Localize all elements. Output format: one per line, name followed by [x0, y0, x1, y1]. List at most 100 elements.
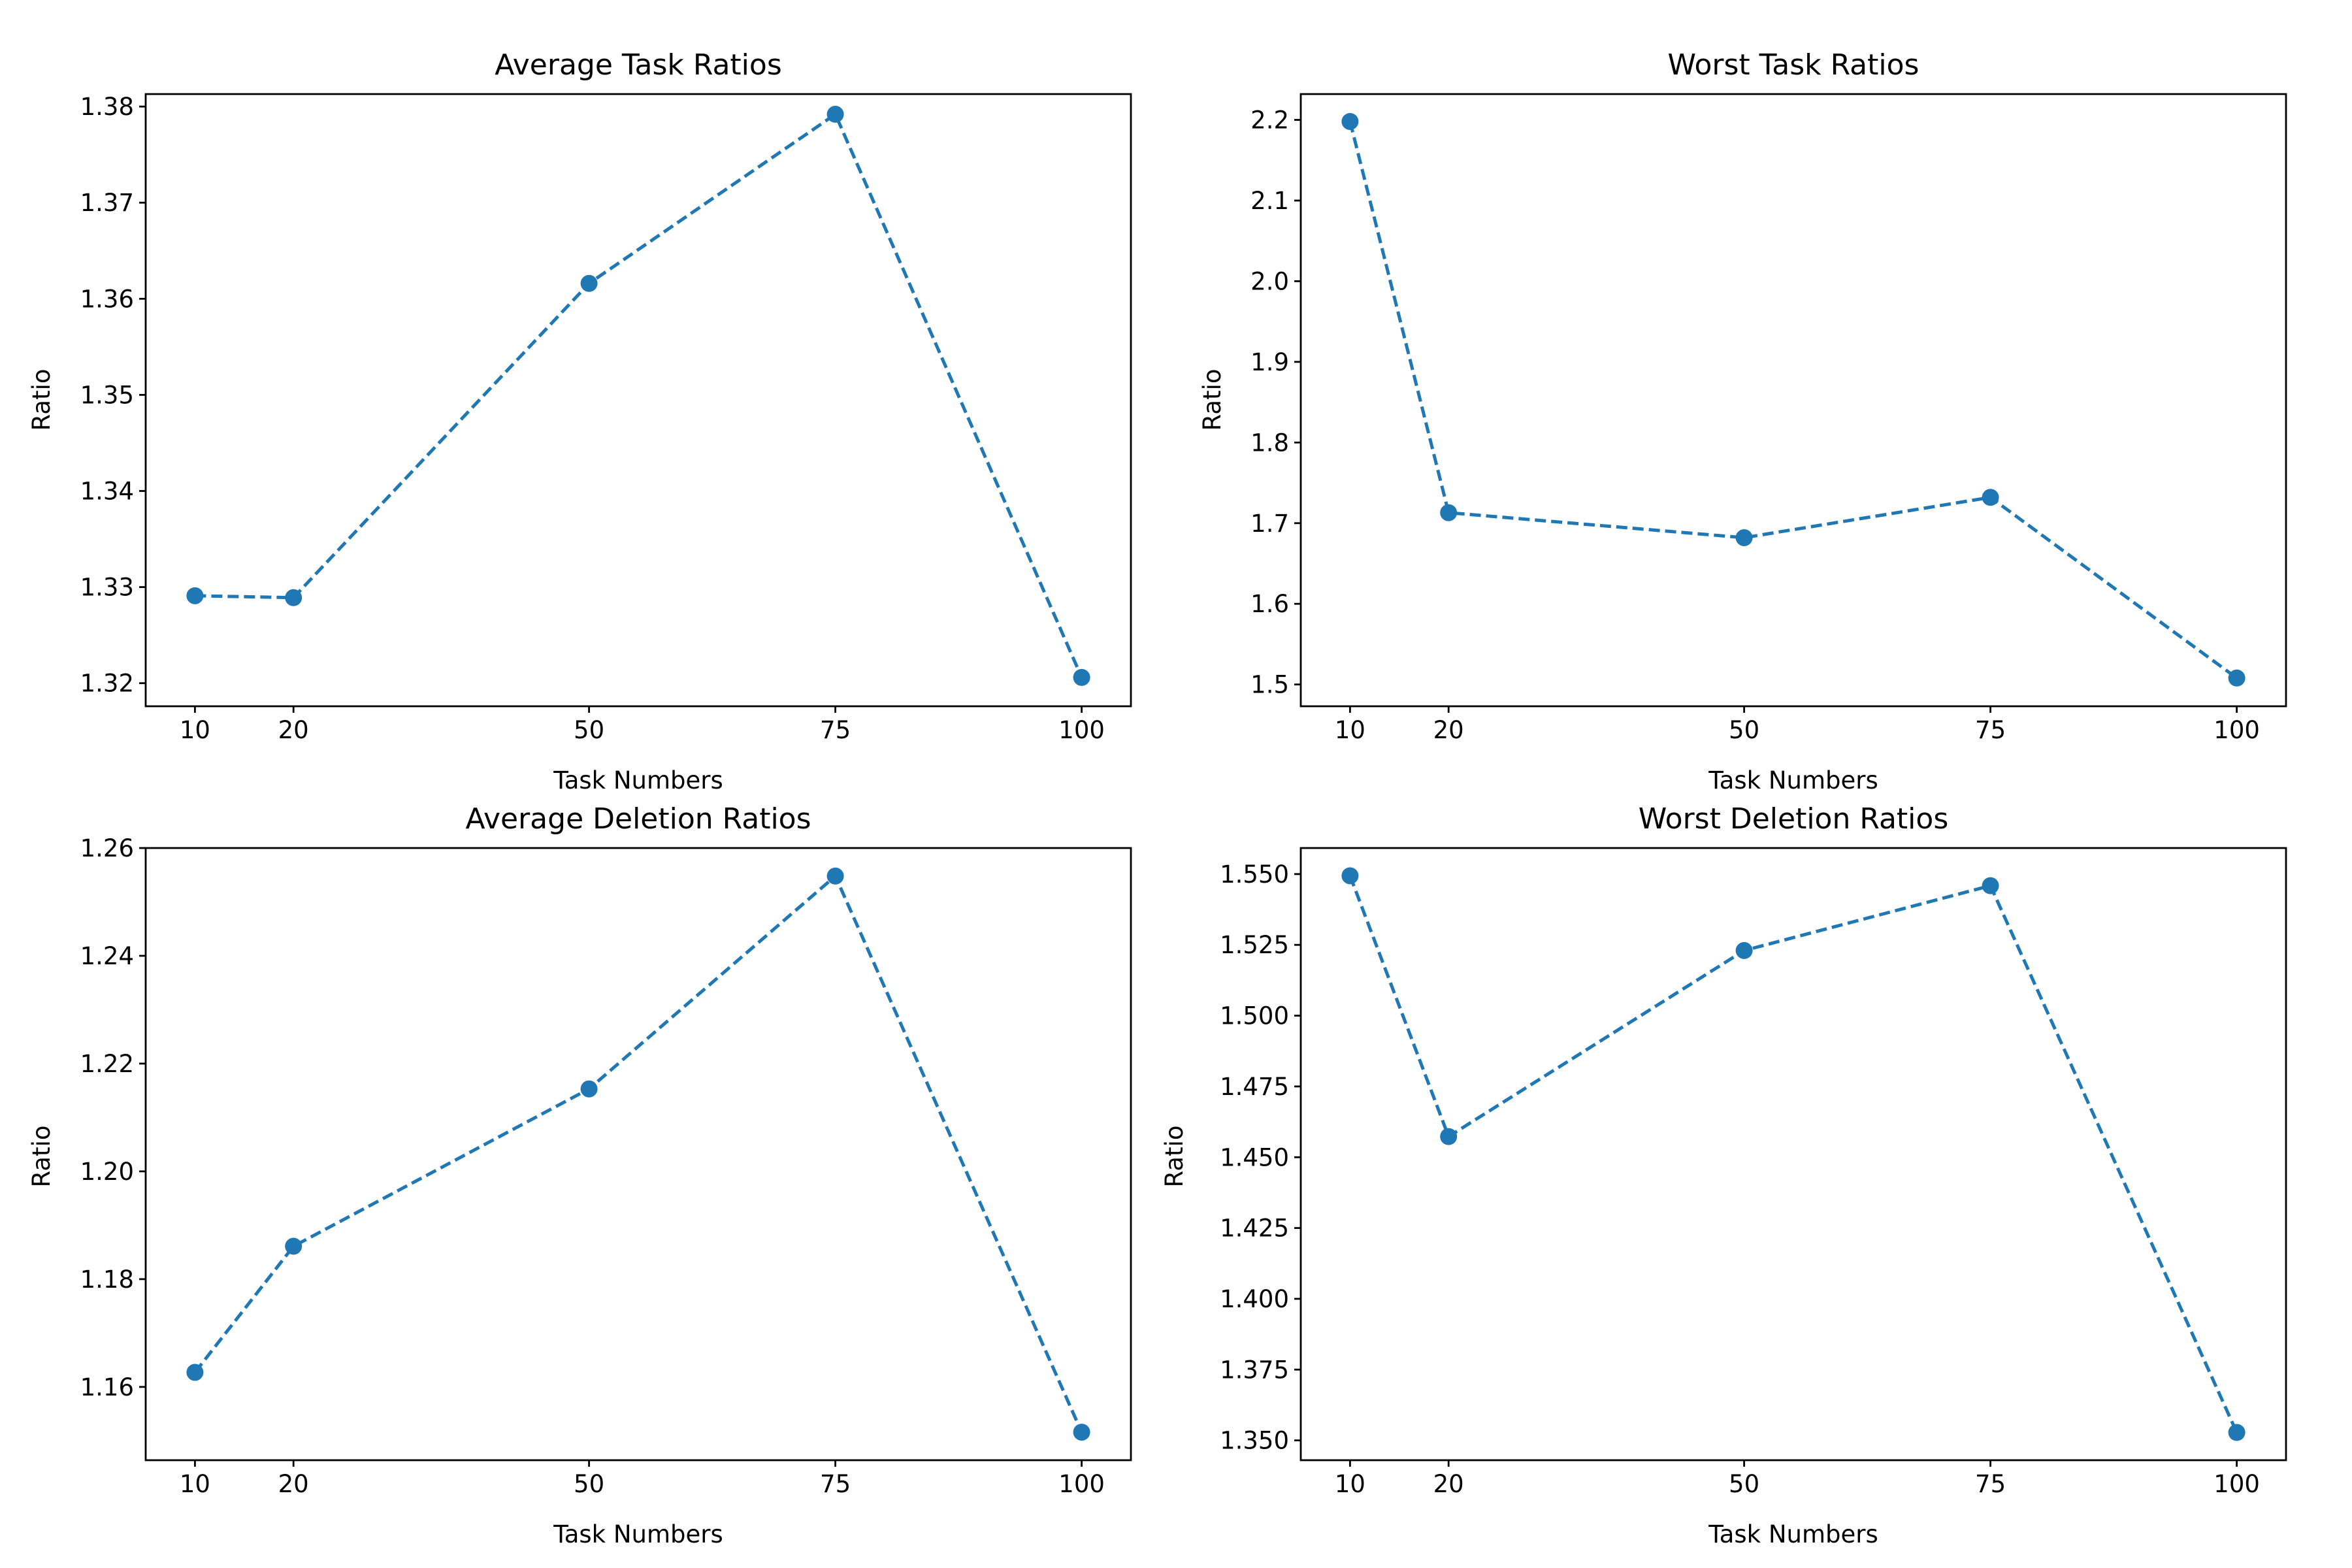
x-tick-label: 10: [1335, 716, 1365, 744]
y-tick-label: 1.20: [80, 1158, 134, 1186]
data-point: [826, 105, 844, 123]
y-tick-label: 1.500: [1220, 1002, 1289, 1030]
y-tick-label: 2.0: [1250, 267, 1289, 295]
data-markers: [186, 867, 1090, 1441]
x-tick-label: 10: [180, 1470, 210, 1498]
series-line: [1348, 121, 2238, 679]
x-tick-label: 75: [1975, 1470, 2006, 1498]
data-point: [580, 274, 598, 292]
y-tick-label: 1.550: [1220, 860, 1289, 889]
y-tick-label: 1.350: [1220, 1427, 1289, 1455]
y-tick-label: 1.450: [1220, 1143, 1289, 1171]
x-tick-label: 50: [574, 716, 604, 744]
data-point: [2228, 1424, 2246, 1441]
data-point: [186, 587, 204, 604]
x-tick-label: 10: [180, 716, 210, 744]
x-tick-label: 20: [1433, 1470, 1464, 1498]
y-tick-label: 1.425: [1220, 1215, 1289, 1243]
y-tick-label: 1.18: [80, 1266, 134, 1294]
y-tick-label: 1.24: [80, 942, 134, 970]
data-point: [1440, 504, 1458, 521]
plot-area: [144, 93, 1132, 708]
y-tick-label: 1.6: [1250, 590, 1289, 618]
y-tick-label: 1.8: [1250, 429, 1289, 457]
y-tick-label: 1.33: [80, 574, 134, 602]
y-tick-label: 1.26: [80, 834, 134, 862]
x-tick-label: 100: [2213, 716, 2260, 744]
y-tick-label: 1.7: [1250, 510, 1289, 538]
data-point: [826, 867, 844, 885]
plot-area: [1299, 93, 2287, 708]
y-tick-label: 1.38: [80, 93, 134, 121]
data-point: [1735, 941, 1753, 959]
x-tick-label: 100: [1058, 1470, 1105, 1498]
data-point: [1073, 668, 1090, 686]
y-axis-label: Ratio: [27, 1126, 56, 1188]
data-point: [1073, 1424, 1090, 1441]
y-axis-label: Ratio: [1160, 1126, 1188, 1188]
data-point: [285, 589, 302, 606]
x-tick-label: 100: [1058, 716, 1105, 744]
y-tick-label: 1.36: [80, 285, 134, 313]
y-tick-label: 1.16: [80, 1373, 134, 1401]
data-point: [1735, 529, 1753, 546]
y-tick-label: 2.2: [1250, 106, 1289, 135]
data-point: [186, 1364, 204, 1381]
y-tick-label: 1.9: [1250, 348, 1289, 376]
data-point: [285, 1237, 302, 1255]
y-tick-label: 1.375: [1220, 1356, 1289, 1384]
x-tick-label: 75: [820, 1470, 851, 1498]
x-axis-label: Task Numbers: [553, 766, 723, 794]
y-tick-label: 1.22: [80, 1050, 134, 1078]
x-tick-label: 20: [278, 716, 309, 744]
y-tick-label: 1.32: [80, 670, 134, 698]
x-axis-label: Task Numbers: [553, 1520, 723, 1548]
x-tick-label: 50: [574, 1470, 604, 1498]
data-point: [2228, 669, 2246, 687]
panel-worst-task-ratios: Worst Task Ratios 10 20 50 75 100 1.5 1.6 1.7 1.…: [1198, 48, 2287, 794]
panel-title: Average Task Ratios: [495, 48, 782, 82]
panel-average-deletion-ratios: Average Deletion Ratios 10 20 50 75 1001.161…: [27, 802, 1132, 1548]
data-point: [1982, 877, 1999, 894]
x-tick-label: 75: [820, 716, 851, 744]
data-point: [1982, 489, 1999, 506]
plot-area: [144, 847, 1132, 1462]
data-markers: [1341, 112, 2246, 687]
x-axis-label: Task Numbers: [1708, 766, 1878, 794]
y-tick-label: 1.34: [80, 478, 134, 506]
panel-average-task-ratios: Average Task Ratios 10 20 50 75 1001.321.331…: [27, 48, 1132, 794]
y-axis-label: Ratio: [27, 369, 56, 431]
y-axis-label: Ratio: [1198, 369, 1226, 431]
data-point: [580, 1080, 598, 1098]
x-tick-label: 75: [1975, 716, 2006, 744]
data-point: [1341, 867, 1359, 885]
y-tick-label: 1.400: [1220, 1285, 1289, 1313]
x-tick-label: 10: [1335, 1470, 1365, 1498]
axis-ticks: 10 20 50 75 100 1.350 1.375 1.400 1.425 1.450 1.47…: [1220, 860, 2260, 1498]
y-tick-label: 1.525: [1220, 931, 1289, 959]
y-tick-label: 2.1: [1250, 187, 1289, 215]
axis-ticks: 10 20 50 75 100 1.32 1.33 1.34 1.35 1.36 1.37 1.38: [80, 93, 1105, 744]
panel-title: Average Deletion Ratios: [465, 802, 811, 836]
panel-worst-deletion-ratios: Worst Deletion Ratios 10 20 50 75 100 1.350 1.…: [1160, 802, 2287, 1548]
y-tick-label: 1.5: [1250, 671, 1289, 699]
y-tick-label: 1.35: [80, 381, 134, 409]
x-tick-label: 50: [1729, 716, 1759, 744]
data-point: [1341, 112, 1359, 130]
data-markers: [186, 105, 1090, 686]
y-tick-label: 1.37: [80, 189, 134, 217]
x-axis-label: Task Numbers: [1708, 1520, 1878, 1548]
panel-title: Worst Deletion Ratios: [1639, 802, 1949, 836]
x-tick-label: 100: [2213, 1470, 2260, 1498]
x-tick-label: 50: [1729, 1470, 1759, 1498]
data-point: [1440, 1128, 1458, 1145]
axis-ticks: 10 20 50 75 100 1.5 1.6 1.7 1.8 1.9 2.0 2.1 2.2: [1250, 106, 2260, 744]
panel-title: Worst Task Ratios: [1668, 48, 1919, 82]
x-tick-label: 20: [1433, 716, 1464, 744]
y-tick-label: 1.475: [1220, 1073, 1289, 1101]
data-markers: [1341, 867, 2246, 1441]
axis-ticks: 10 20 50 75 100 1.16 1.18 1.20 1.22 1.24 1.26: [80, 834, 1105, 1498]
x-tick-label: 20: [278, 1470, 309, 1498]
